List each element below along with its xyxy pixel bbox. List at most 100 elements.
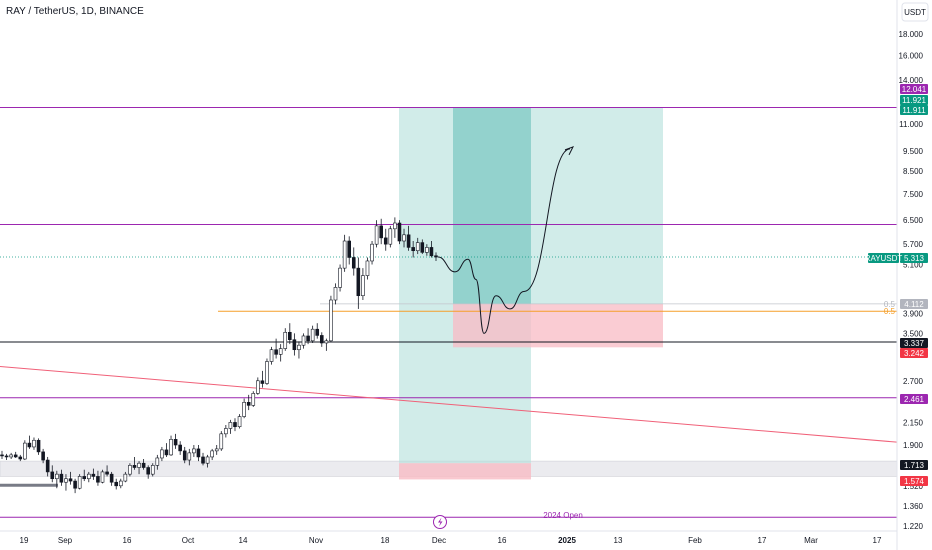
candle-body xyxy=(187,452,192,461)
candle xyxy=(23,440,27,461)
candle-body xyxy=(0,454,4,457)
candle xyxy=(214,445,219,455)
candle-body xyxy=(306,335,310,342)
candle-body xyxy=(237,416,242,428)
candle-body xyxy=(73,480,77,489)
candle-body xyxy=(365,260,370,276)
candle-body xyxy=(393,222,397,230)
candle-body xyxy=(388,228,393,245)
price-badge-bg xyxy=(900,105,928,115)
candle-body xyxy=(45,459,50,473)
candle-body xyxy=(228,422,233,429)
price-badge-bg xyxy=(900,348,928,358)
y-tick-label: 8.500 xyxy=(903,167,924,176)
candle xyxy=(9,452,13,460)
candle xyxy=(192,445,196,457)
projection-path xyxy=(437,148,571,334)
candle xyxy=(256,377,260,395)
chart-title: RAY / TetherUS, 1D, BINANCE xyxy=(6,6,144,17)
candle-body xyxy=(68,478,73,482)
y-tick-label: 1.220 xyxy=(903,522,924,531)
candle xyxy=(105,465,109,477)
candle-body xyxy=(13,454,18,458)
candle xyxy=(333,283,338,305)
candle-body xyxy=(173,439,178,446)
currency-button[interactable]: USDT xyxy=(901,2,929,22)
candle xyxy=(315,323,320,339)
candle-body xyxy=(269,349,274,362)
candle-body xyxy=(342,240,347,269)
candle xyxy=(429,241,434,258)
candle xyxy=(224,424,228,438)
candle xyxy=(82,469,87,482)
candle-body xyxy=(224,428,228,435)
candle xyxy=(155,454,160,470)
candle-body xyxy=(137,462,141,468)
x-tick-label: 18 xyxy=(381,536,390,545)
candle xyxy=(13,451,18,458)
symbol-badge-text: RAYUSDT xyxy=(865,254,903,263)
candle xyxy=(55,470,59,489)
candle xyxy=(0,450,4,460)
y-tick-label: 5.700 xyxy=(903,240,924,249)
candle xyxy=(32,437,36,450)
y-tick-label: 3.500 xyxy=(903,329,924,338)
candle-body xyxy=(219,433,224,450)
candle-body xyxy=(210,450,214,458)
candle-body xyxy=(141,462,146,468)
y-tick-label: 16.000 xyxy=(899,52,924,61)
candle xyxy=(36,438,41,455)
candle xyxy=(237,414,242,429)
candle xyxy=(393,217,397,238)
candle xyxy=(361,268,365,301)
candle xyxy=(91,468,96,480)
time-axis[interactable]: 19 Sep 16 Oct 14 Nov 18 Dec 16 2025 13 Feb 17 Mar 17 xyxy=(20,536,882,545)
candle xyxy=(342,234,347,272)
candle xyxy=(415,237,420,255)
candle-body xyxy=(201,456,205,464)
currency-label: USDT xyxy=(904,8,926,17)
candle-body xyxy=(374,225,379,245)
candle-body xyxy=(324,340,329,344)
candle-body xyxy=(246,402,251,406)
candle-body xyxy=(256,380,260,394)
price-badge-bg xyxy=(900,299,928,309)
candle xyxy=(146,465,150,479)
candle xyxy=(420,239,425,255)
candle-body xyxy=(55,473,59,480)
price-badge-text: 3.242 xyxy=(904,349,925,358)
x-tick-label: 17 xyxy=(873,536,882,545)
candle-body xyxy=(265,361,269,384)
candle xyxy=(187,448,192,466)
candle-body xyxy=(406,234,411,248)
price-badge: 12.041 xyxy=(900,84,928,94)
x-tick-label: Dec xyxy=(432,536,446,545)
candle xyxy=(173,433,178,449)
price-badge: 11.911 xyxy=(900,105,928,115)
candle-body xyxy=(87,473,91,480)
x-tick-label: Sep xyxy=(58,536,73,545)
candle-body xyxy=(333,287,338,301)
price-axis[interactable]: 18.000 16.000 14.000 11.000 9.500 8.500 7.500 6… xyxy=(899,30,924,531)
x-tick-label: 16 xyxy=(498,536,507,545)
candle xyxy=(374,220,379,248)
candle xyxy=(365,257,370,280)
lightning-icon[interactable] xyxy=(433,515,447,529)
y-tick-label: 11.000 xyxy=(899,120,923,129)
candle-body xyxy=(4,455,9,458)
price-badge-text: 1.713 xyxy=(904,461,925,470)
candle-body xyxy=(164,449,169,456)
candle-body xyxy=(310,328,315,342)
candle-body xyxy=(178,444,182,452)
y-tick-label: 5.100 xyxy=(903,261,924,270)
annotation-2024-open: 2024 Open xyxy=(543,511,583,520)
candle xyxy=(27,435,32,449)
candle-body xyxy=(347,240,352,258)
candle-body xyxy=(351,257,356,269)
candle xyxy=(41,448,45,464)
candle-body xyxy=(23,442,27,460)
candle xyxy=(319,332,324,347)
candle xyxy=(338,264,342,292)
